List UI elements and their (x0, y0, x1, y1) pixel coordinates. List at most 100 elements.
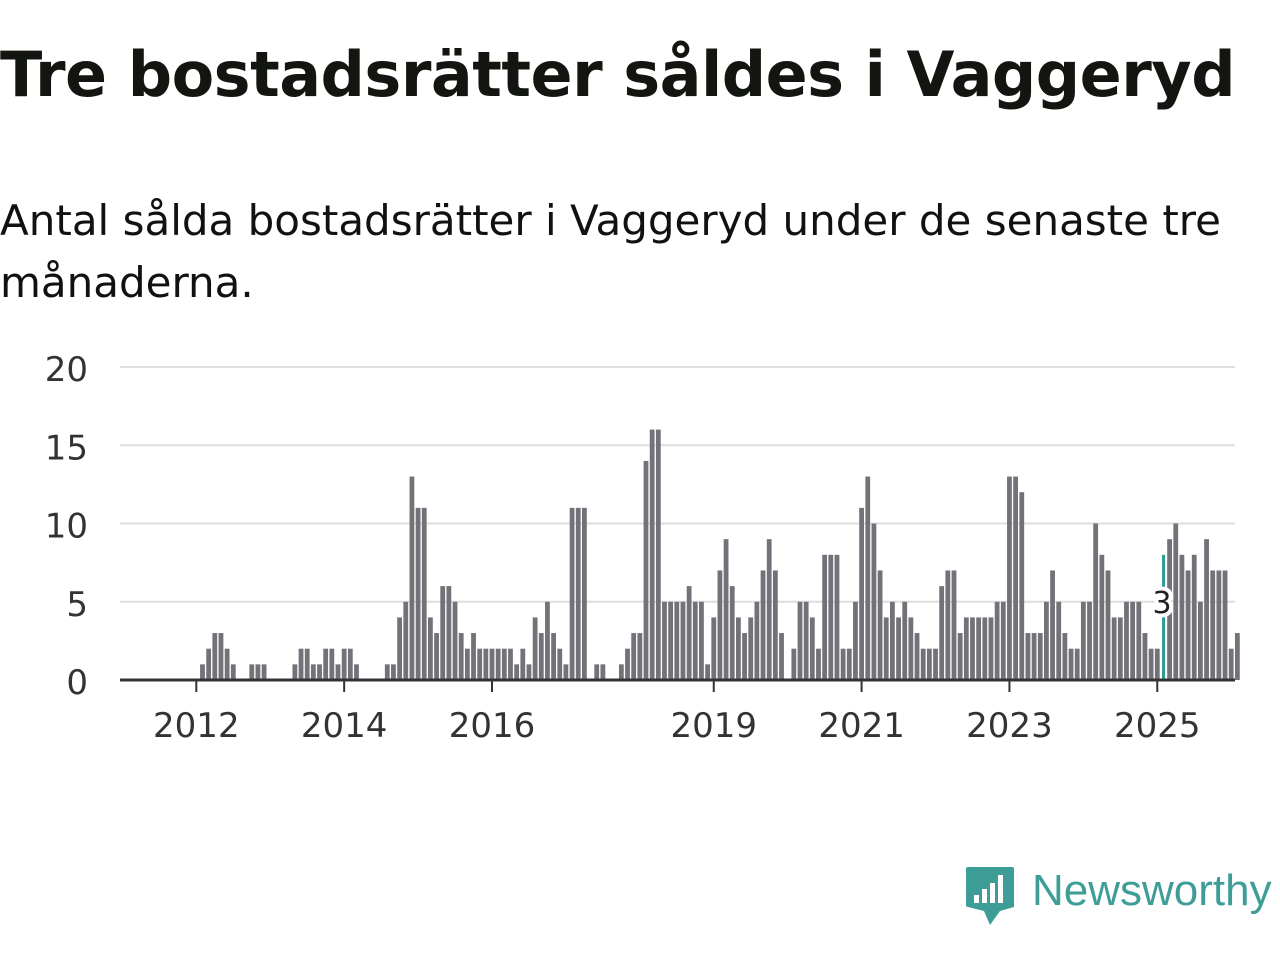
bar (1068, 648, 1074, 680)
bar (988, 617, 994, 680)
bar (292, 664, 298, 680)
bar (1025, 633, 1031, 680)
bar (723, 539, 729, 680)
bar (1111, 617, 1117, 680)
bar (575, 507, 581, 680)
bar (1154, 648, 1160, 680)
bar (982, 617, 988, 680)
bar (323, 648, 329, 680)
y-tick-label: 15 (45, 428, 88, 468)
bar (680, 601, 686, 680)
bar (791, 648, 797, 680)
bar (853, 601, 858, 680)
bar (403, 601, 409, 680)
bar (976, 617, 982, 680)
bar (1013, 476, 1018, 680)
bar (298, 648, 304, 680)
bar (822, 554, 828, 680)
bar (538, 633, 544, 680)
bar (532, 617, 538, 680)
bar (446, 586, 452, 680)
bar (514, 664, 520, 680)
bar (495, 648, 501, 680)
bar (809, 617, 815, 680)
bar (582, 507, 587, 680)
bar (1007, 476, 1012, 680)
bar (699, 601, 704, 680)
bar (840, 648, 846, 680)
bar (1105, 570, 1111, 680)
x-tick-label: 2025 (1114, 706, 1201, 746)
bar (520, 648, 526, 680)
bar (1234, 633, 1240, 680)
bar (557, 648, 563, 680)
bar (772, 570, 778, 680)
bar (933, 648, 938, 680)
bar-chart: 0 5 10 15 20 2012 2014 2016 2019 2021 2023 2025 3 (45, 350, 1240, 746)
data-labels: 3 (1148, 582, 1175, 625)
bar (902, 601, 908, 680)
bar (249, 664, 255, 680)
bar (896, 617, 901, 680)
bar (1228, 648, 1234, 680)
bar (545, 601, 550, 680)
bar (508, 648, 513, 680)
bar (1050, 570, 1055, 680)
bar (705, 664, 710, 680)
bar (434, 633, 439, 680)
bar (1148, 648, 1154, 680)
bar (668, 601, 674, 680)
bar (1099, 554, 1105, 680)
bar (1191, 554, 1197, 680)
bar (662, 601, 667, 680)
bar (754, 601, 760, 680)
bar (1062, 633, 1068, 680)
newsworthy-logo-icon (966, 867, 1014, 925)
bar (828, 554, 834, 680)
bar (428, 617, 433, 680)
bar (551, 633, 556, 680)
x-tick-label: 2023 (966, 706, 1053, 746)
bar (686, 586, 692, 680)
bar (1222, 570, 1228, 680)
bar (1179, 554, 1185, 680)
x-tick-label: 2019 (670, 706, 757, 746)
bar (1136, 601, 1142, 680)
x-tick-label: 2012 (153, 706, 240, 746)
bar (877, 570, 883, 680)
bar (569, 507, 575, 680)
bar (501, 648, 507, 680)
bar (890, 601, 895, 680)
bar (1037, 633, 1043, 680)
bar (742, 633, 747, 680)
bar (452, 601, 458, 680)
bar (261, 664, 267, 680)
bar (926, 648, 932, 680)
bar (655, 429, 661, 680)
bar (1210, 570, 1216, 680)
bar (600, 664, 606, 680)
bar (384, 664, 390, 680)
bar (477, 648, 483, 680)
highlight-bar (1162, 554, 1166, 680)
y-tick-label: 10 (45, 507, 88, 547)
bar (1093, 523, 1099, 680)
y-tick-label: 20 (45, 350, 88, 390)
bar (594, 664, 600, 680)
bar (945, 570, 951, 680)
bar (859, 507, 864, 680)
brand-logo: Newsworthy (964, 864, 1272, 928)
bar (218, 633, 224, 680)
bar (440, 586, 446, 680)
bar (1198, 601, 1203, 680)
x-tick-label: 2014 (301, 706, 388, 746)
bar (563, 664, 569, 680)
bar (618, 664, 624, 680)
bar (939, 586, 945, 680)
bar (1216, 570, 1222, 680)
bar (692, 601, 698, 680)
bar (1124, 601, 1129, 680)
bar (224, 648, 230, 680)
bar (304, 648, 310, 680)
highlight-value-label: 3 (1152, 586, 1171, 621)
